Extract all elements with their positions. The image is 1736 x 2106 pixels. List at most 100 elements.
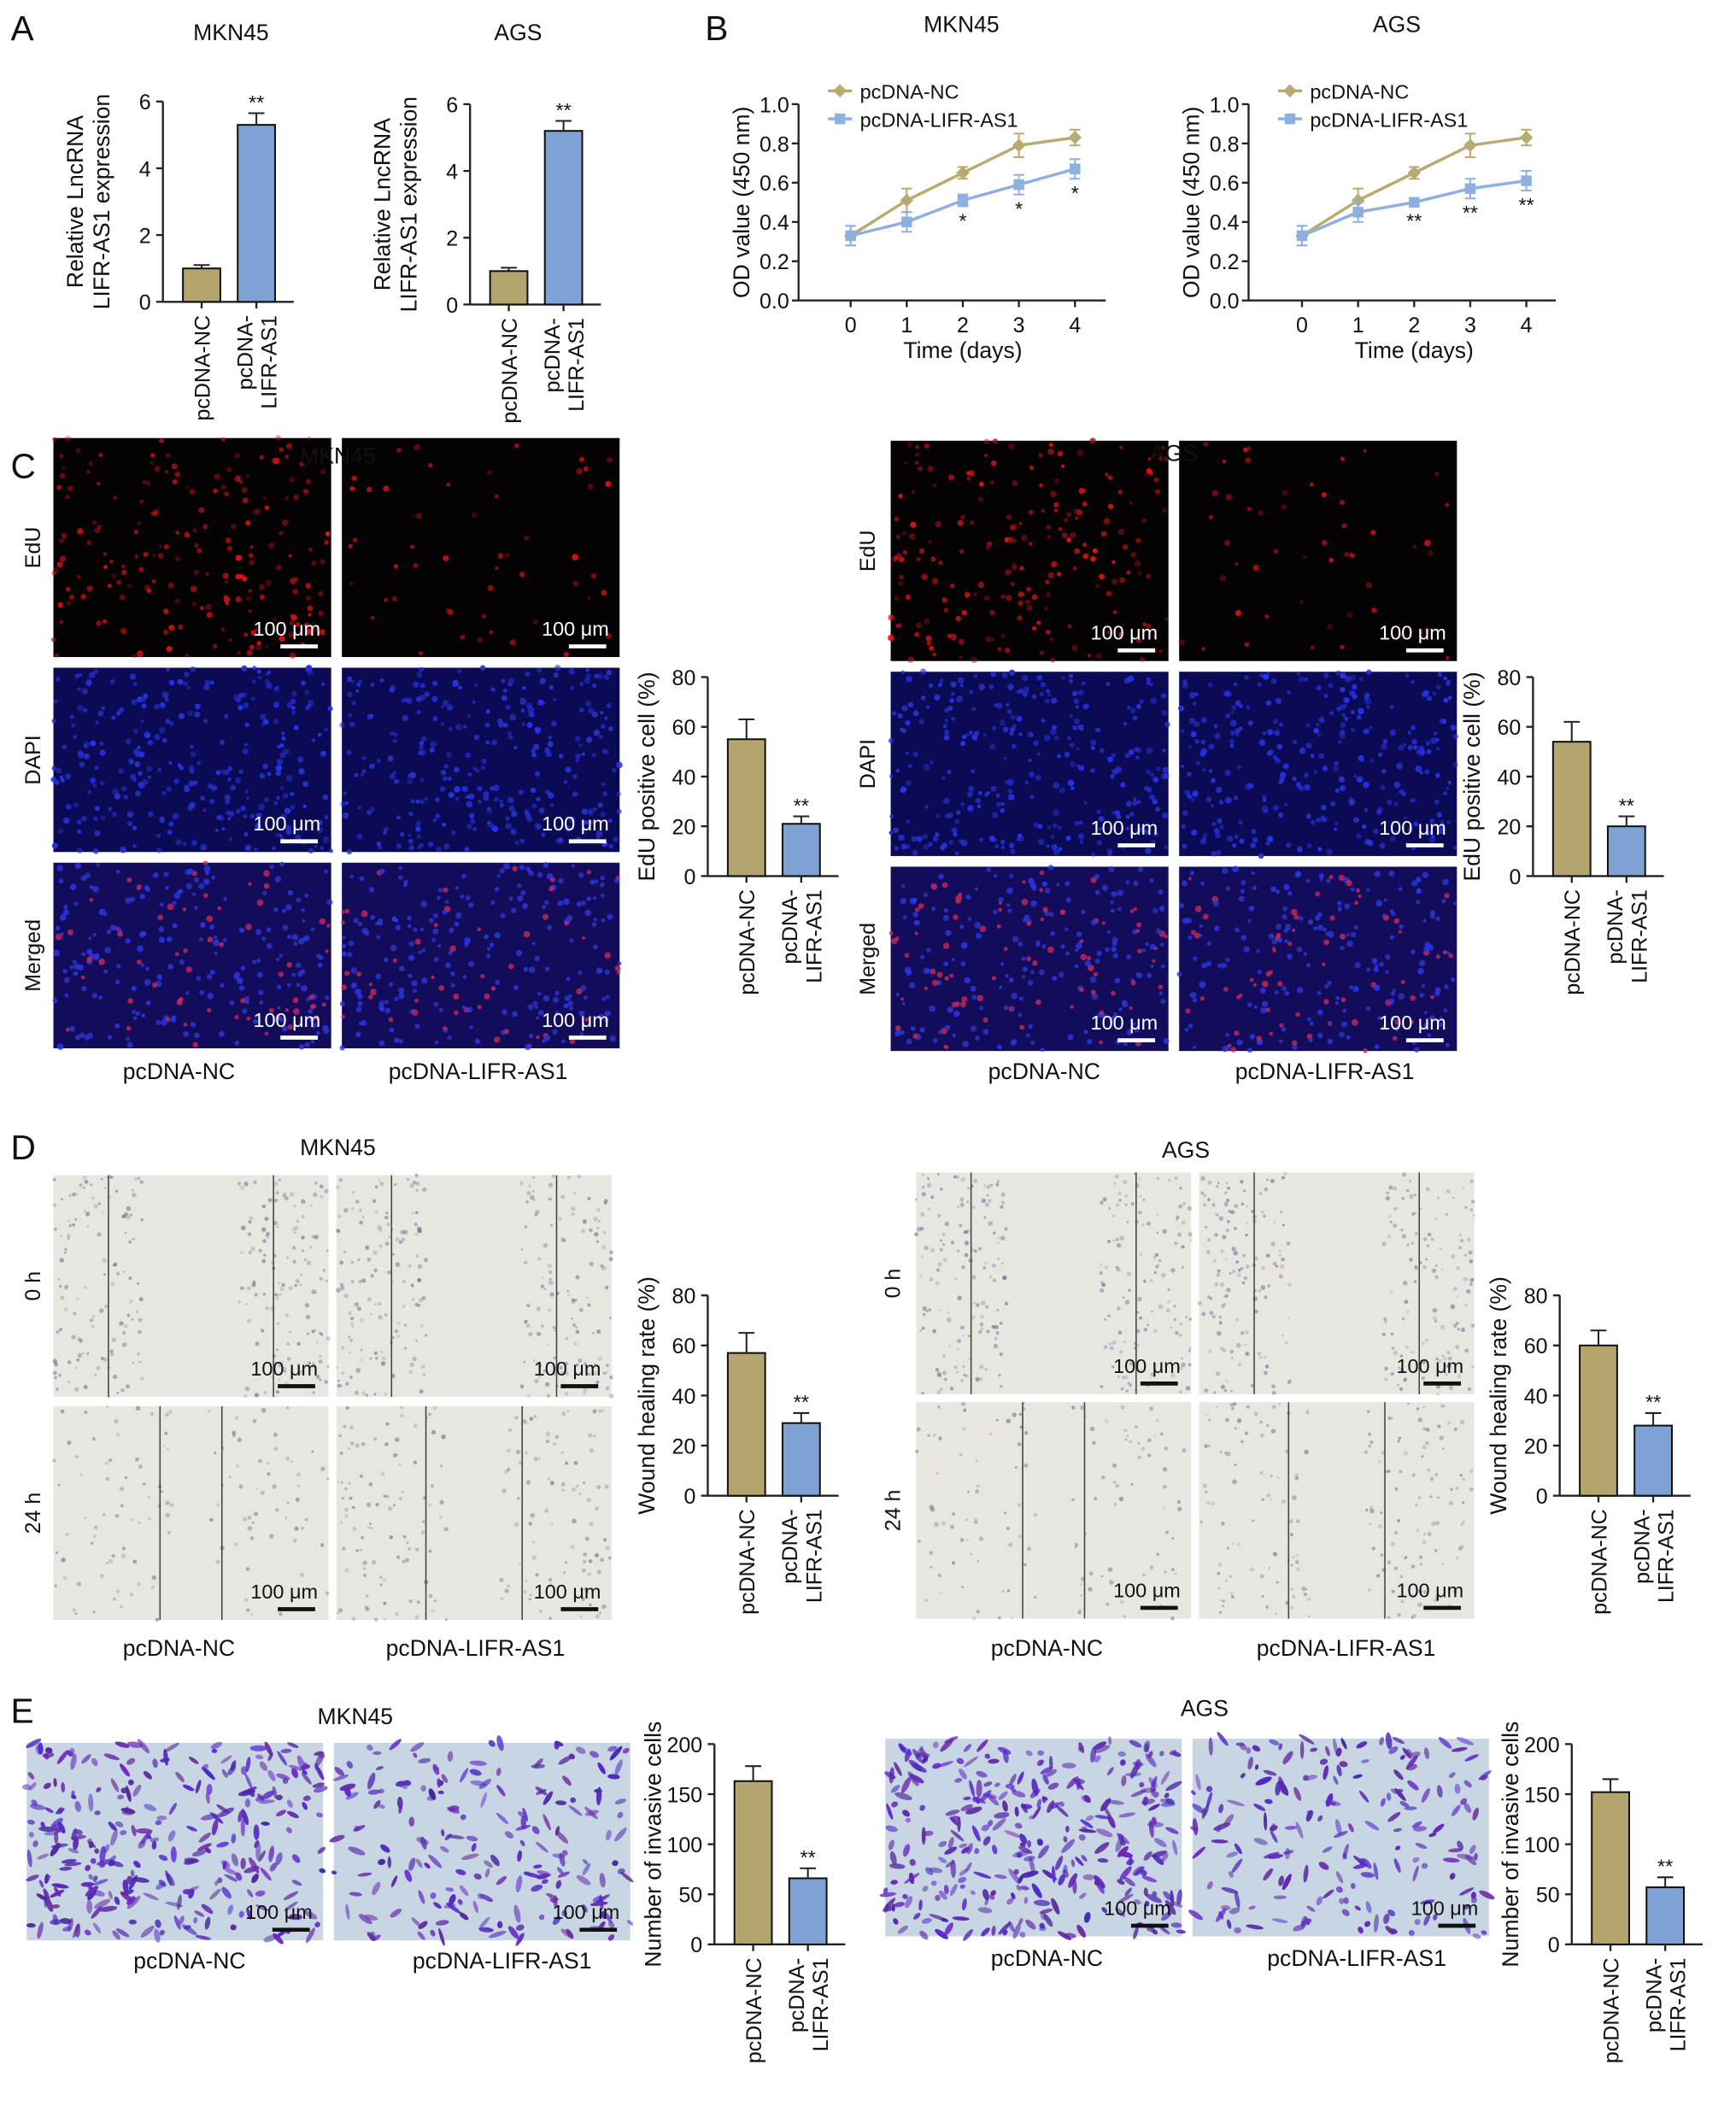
- cell: [1413, 1280, 1417, 1283]
- cell: [135, 1011, 140, 1016]
- cell: [1163, 1467, 1168, 1472]
- cell: [57, 1277, 61, 1281]
- cell: [584, 909, 591, 917]
- cell: [1418, 959, 1426, 967]
- cell: [939, 1187, 943, 1191]
- cell: [1000, 634, 1006, 639]
- cell: [1107, 1567, 1113, 1572]
- cell: [99, 1845, 106, 1863]
- cell: [1110, 990, 1116, 996]
- y-tick-label: 0: [139, 291, 151, 315]
- cell: [285, 775, 293, 782]
- cell: [1136, 1311, 1140, 1314]
- cell: [277, 744, 281, 749]
- cell: [571, 864, 575, 868]
- data-point: [1463, 138, 1477, 153]
- cell: [1272, 1261, 1277, 1266]
- cell: [924, 1245, 929, 1251]
- cell: [1067, 736, 1071, 741]
- cell: [1230, 1047, 1236, 1053]
- cell: [1135, 703, 1141, 709]
- cell: [1418, 630, 1423, 636]
- cell: [73, 1923, 80, 1939]
- cell: [80, 975, 85, 980]
- cell: [999, 985, 1003, 989]
- cell: [984, 1202, 989, 1207]
- cell: [281, 1025, 288, 1032]
- cell: [598, 1219, 601, 1223]
- cell: [382, 1578, 386, 1582]
- cell: [1441, 1354, 1445, 1358]
- cell: [367, 810, 372, 816]
- cell: [361, 769, 367, 774]
- cell: [893, 827, 900, 834]
- cell: [1431, 1268, 1437, 1274]
- cell: [395, 1611, 400, 1616]
- bar: [726, 738, 766, 877]
- cell: [585, 668, 589, 672]
- cell: [1148, 1406, 1154, 1411]
- cell: [1431, 1521, 1436, 1527]
- cell: [1305, 813, 1311, 819]
- cell: [1240, 1202, 1245, 1206]
- cell: [167, 964, 173, 970]
- cell: [96, 863, 100, 867]
- cell: [366, 486, 372, 493]
- cell: [997, 1257, 1000, 1261]
- cell: [74, 1801, 81, 1812]
- cell: [350, 1260, 355, 1264]
- cell: [1276, 1581, 1279, 1584]
- cell: [1018, 996, 1023, 1001]
- cell: [1129, 1006, 1133, 1010]
- chart-title: MKN45: [924, 12, 1000, 38]
- cell: [190, 666, 196, 672]
- cell: [1234, 1030, 1240, 1036]
- cell: [235, 595, 242, 603]
- cell: [276, 1225, 279, 1229]
- cell: [974, 887, 979, 891]
- cell: [51, 571, 56, 576]
- cell: [1405, 673, 1410, 678]
- cell: [1410, 1593, 1416, 1599]
- cell: [73, 971, 79, 977]
- cell: [1173, 1318, 1176, 1322]
- cell: [1028, 509, 1035, 515]
- cell: [143, 551, 149, 558]
- cell: [979, 1322, 984, 1327]
- cell: [1156, 1214, 1159, 1217]
- cell: [1188, 744, 1192, 749]
- cell: [83, 707, 88, 713]
- cell: [242, 576, 248, 582]
- cell: [112, 1264, 115, 1267]
- cell: [419, 741, 424, 746]
- cell: [1382, 1317, 1387, 1321]
- cell: [1216, 1272, 1221, 1277]
- cell: [1426, 695, 1433, 701]
- cell: [951, 1001, 958, 1008]
- cell: [999, 1384, 1003, 1388]
- cell: [359, 1220, 363, 1225]
- cell: [325, 995, 330, 1000]
- cell: [1023, 1563, 1027, 1567]
- cell: [937, 1030, 942, 1035]
- cell: [1090, 739, 1097, 746]
- cell: [362, 1573, 367, 1577]
- cell: [146, 766, 153, 772]
- significance-mark: **: [555, 99, 571, 121]
- cell: [1051, 561, 1058, 568]
- cell: [127, 998, 134, 1004]
- cell: [1410, 1019, 1414, 1024]
- cell: [557, 900, 564, 906]
- wound-image-24h-lifr-ags: 100 μm: [1199, 1401, 1475, 1620]
- cell: [485, 807, 493, 814]
- cell: [59, 914, 67, 921]
- cell: [1459, 1474, 1463, 1477]
- cell: [398, 992, 405, 1000]
- cell: [1047, 946, 1054, 953]
- cell: [198, 507, 205, 513]
- cell: [1077, 1610, 1082, 1615]
- cell: [1180, 764, 1185, 769]
- cell: [983, 438, 990, 445]
- cell: [337, 1379, 340, 1382]
- cell: [142, 480, 146, 484]
